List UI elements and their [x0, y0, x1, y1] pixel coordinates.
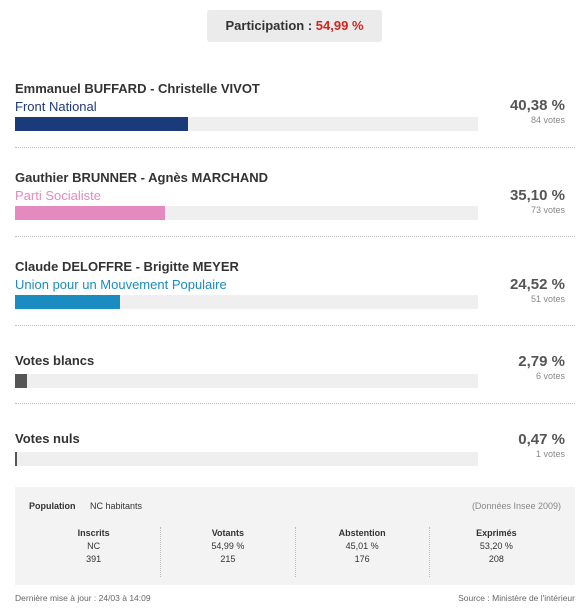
result-bar-track [15, 295, 478, 309]
result-votes: 84 votes [530, 115, 565, 125]
party-name: Front National [15, 99, 97, 114]
population-label: Population [29, 501, 76, 511]
stat-value: 53,20 % [479, 541, 513, 551]
result-row: Votes blancs 2,79 % 6 votes [15, 353, 575, 433]
stats-panel: Population NC habitants (Données Insee 2… [15, 487, 575, 585]
stat-value: 45,01 % [345, 541, 379, 551]
divider [15, 236, 575, 237]
result-bar-fill [15, 295, 120, 309]
stat-header: Votants [211, 528, 245, 538]
result-bar-track [15, 452, 478, 466]
result-percent: 0,47 % [518, 431, 565, 448]
candidate-name: Votes nuls [15, 431, 80, 446]
result-bar-track [15, 206, 478, 220]
stat-count: 176 [354, 554, 370, 564]
stats-columns: Inscrits NC 391 Votants 54,99 % 215 Abst… [27, 527, 563, 577]
result-percent: 2,79 % [518, 353, 565, 370]
result-votes: 51 votes [530, 294, 565, 304]
result-percent: 40,38 % [509, 97, 565, 114]
last-update: Dernière mise à jour : 24/03 à 14:09 [15, 593, 151, 603]
result-bar-fill [15, 452, 17, 466]
divider [15, 325, 575, 326]
result-percent: 35,10 % [509, 187, 565, 204]
stat-value: NC [87, 541, 101, 551]
result-bar-fill [15, 206, 165, 220]
result-row: Gauthier BRUNNER - Agnès MARCHAND Parti … [15, 170, 575, 250]
stat-header: Inscrits [77, 528, 110, 538]
stat-votants: Votants 54,99 % 215 [161, 527, 296, 577]
candidate-name: Emmanuel BUFFARD - Christelle VIVOT [15, 81, 260, 96]
stat-count: 215 [220, 554, 236, 564]
participation-box: Participation : 54,99 % [207, 10, 382, 42]
stat-exprimes: Exprimés 53,20 % 208 [430, 527, 563, 577]
insee-note: (Données Insee 2009) [471, 501, 561, 511]
stat-count: 208 [488, 554, 504, 564]
participation-label: Participation : [225, 18, 316, 33]
result-votes: 6 votes [535, 371, 565, 381]
result-bar-fill [15, 374, 27, 388]
result-votes: 1 votes [535, 449, 565, 459]
divider [15, 147, 575, 148]
stat-count: 391 [86, 554, 102, 564]
source-note: Source : Ministère de l'intérieur [458, 593, 575, 603]
result-bar-fill [15, 117, 188, 131]
stat-inscrits: Inscrits NC 391 [27, 527, 162, 577]
candidate-name: Votes blancs [15, 353, 95, 368]
result-percent: 24,52 % [509, 276, 565, 293]
candidate-name: Claude DELOFFRE - Brigitte MEYER [15, 259, 239, 274]
result-row: Emmanuel BUFFARD - Christelle VIVOT Fron… [15, 81, 575, 161]
participation-value: 54,99 % [315, 18, 364, 33]
stat-value: 54,99 % [211, 541, 245, 551]
party-name: Parti Socialiste [15, 188, 101, 203]
result-row: Votes nuls 0,47 % 1 votes [15, 431, 575, 511]
result-row: Claude DELOFFRE - Brigitte MEYER Union p… [15, 259, 575, 339]
stat-header: Exprimés [476, 528, 517, 538]
candidate-name: Gauthier BRUNNER - Agnès MARCHAND [15, 170, 269, 185]
result-bar-track [15, 117, 478, 131]
result-bar-track [15, 374, 478, 388]
stat-abstention: Abstention 45,01 % 176 [296, 527, 430, 577]
divider [15, 403, 575, 404]
party-name: Union pour un Mouvement Populaire [15, 277, 227, 292]
stat-header: Abstention [338, 528, 386, 538]
result-votes: 73 votes [530, 205, 565, 215]
population-value: NC habitants [90, 501, 143, 511]
